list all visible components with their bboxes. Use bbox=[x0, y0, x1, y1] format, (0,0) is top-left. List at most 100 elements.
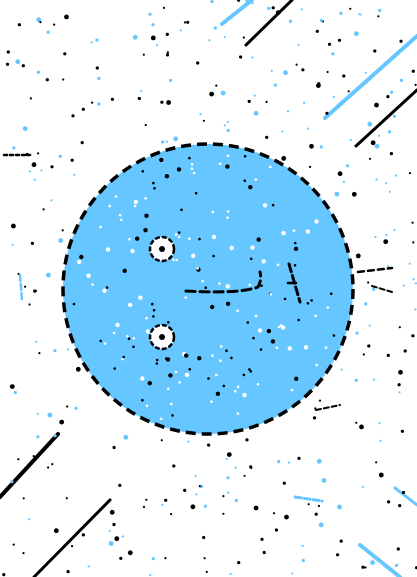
star-speck bbox=[87, 565, 90, 568]
star-speck bbox=[251, 56, 254, 59]
star-speck bbox=[12, 543, 15, 546]
star-speck bbox=[383, 239, 389, 245]
star-speck bbox=[374, 102, 379, 108]
star-speck bbox=[95, 66, 99, 70]
surface-speck bbox=[176, 167, 182, 172]
star-speck bbox=[160, 439, 163, 442]
star-speck bbox=[173, 136, 179, 142]
star-speck bbox=[414, 308, 417, 311]
star-speck bbox=[229, 572, 232, 576]
dust-dash bbox=[356, 266, 394, 274]
star-speck bbox=[226, 128, 230, 133]
star-speck bbox=[205, 570, 208, 574]
surface-speck bbox=[153, 187, 156, 190]
star-speck bbox=[326, 70, 329, 74]
surface-speck bbox=[254, 178, 258, 181]
star-speck bbox=[207, 443, 211, 447]
star-speck bbox=[369, 157, 372, 160]
surface-speck bbox=[275, 346, 279, 350]
star-speck bbox=[213, 26, 217, 30]
star-speck bbox=[394, 563, 399, 568]
star-speck bbox=[402, 284, 405, 287]
star-speck bbox=[24, 285, 27, 288]
star-speck bbox=[215, 84, 218, 87]
speed-streak bbox=[393, 486, 417, 507]
star-speck bbox=[370, 140, 376, 146]
surface-speck bbox=[155, 362, 159, 365]
eye-pupil-lower bbox=[159, 334, 165, 340]
star-speck bbox=[13, 390, 17, 395]
star-speck bbox=[245, 438, 249, 442]
star-speck bbox=[237, 561, 241, 565]
surface-speck bbox=[152, 181, 155, 185]
star-speck bbox=[327, 42, 332, 46]
star-speck bbox=[312, 416, 317, 420]
surface-speck bbox=[250, 245, 255, 250]
star-speck bbox=[301, 558, 305, 563]
star-speck bbox=[227, 491, 230, 494]
star-speck bbox=[372, 287, 376, 291]
star-speck bbox=[47, 466, 50, 469]
star-speck bbox=[17, 458, 20, 461]
surface-speck bbox=[144, 197, 147, 200]
star-speck bbox=[373, 49, 377, 53]
star-speck bbox=[179, 29, 182, 32]
star-speck bbox=[397, 383, 401, 387]
surface-speck bbox=[210, 400, 213, 404]
surface-speck bbox=[269, 165, 272, 169]
planet-eye-upper bbox=[148, 235, 176, 263]
star-speck bbox=[46, 272, 51, 278]
surface-speck bbox=[305, 229, 310, 234]
star-speck bbox=[151, 23, 155, 27]
surface-speck bbox=[324, 346, 328, 349]
star-speck bbox=[265, 100, 268, 103]
surface-speck bbox=[281, 230, 286, 236]
star-speck bbox=[411, 69, 415, 73]
planet-mouth bbox=[184, 262, 302, 304]
star-speck bbox=[210, 0, 214, 4]
star-speck bbox=[273, 512, 276, 515]
star-speck bbox=[142, 505, 146, 508]
star-speck bbox=[408, 262, 411, 265]
star-speck bbox=[234, 466, 237, 469]
surface-speck bbox=[171, 414, 174, 417]
star-speck bbox=[161, 503, 164, 506]
star-speck bbox=[170, 513, 173, 516]
surface-speck bbox=[294, 376, 299, 381]
surface-speck bbox=[188, 237, 191, 241]
star-speck bbox=[385, 233, 388, 237]
star-speck bbox=[50, 199, 53, 202]
star-speck bbox=[337, 504, 342, 510]
surface-speck bbox=[141, 398, 144, 402]
surface-speck bbox=[141, 170, 145, 173]
star-speck bbox=[408, 172, 412, 175]
surface-speck bbox=[175, 258, 178, 262]
surface-speck bbox=[168, 373, 173, 378]
star-speck bbox=[345, 164, 350, 168]
surface-speck bbox=[130, 248, 135, 254]
star-speck bbox=[58, 238, 64, 244]
star-speck bbox=[75, 366, 81, 372]
planet-surface-specks bbox=[72, 154, 336, 421]
star-speck bbox=[247, 99, 251, 103]
surface-speck bbox=[108, 204, 111, 208]
star-speck bbox=[316, 83, 321, 88]
surface-speck bbox=[279, 324, 283, 327]
star-speck bbox=[71, 114, 75, 118]
dust-dash bbox=[315, 404, 341, 411]
star-speck bbox=[234, 498, 238, 503]
planet-body[interactable] bbox=[61, 142, 355, 436]
surface-speck bbox=[121, 357, 124, 361]
planet-eye-lower bbox=[148, 323, 176, 351]
star-speck bbox=[70, 545, 74, 548]
star-speck bbox=[45, 78, 49, 82]
surface-speck bbox=[260, 284, 263, 288]
surface-speck bbox=[197, 356, 202, 361]
surface-speck bbox=[326, 306, 330, 309]
surface-speck bbox=[219, 345, 223, 348]
surface-speck bbox=[190, 163, 194, 166]
surface-speck bbox=[91, 283, 94, 286]
surface-speck bbox=[132, 345, 135, 349]
